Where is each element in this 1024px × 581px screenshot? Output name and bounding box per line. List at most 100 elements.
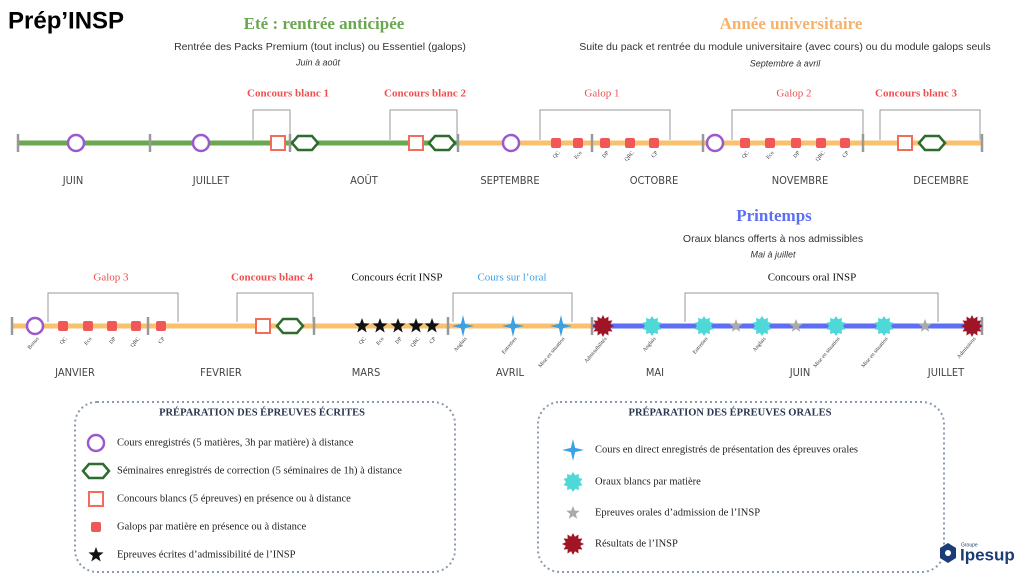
month-label: OCTOBRE (630, 174, 678, 187)
galop-marker (91, 522, 101, 532)
month-label: MAI (646, 366, 664, 379)
small-label: QC (59, 336, 69, 346)
galop-marker (816, 138, 826, 148)
legend-title: PRÉPARATION DES ÉPREUVES ÉCRITES (159, 406, 365, 418)
small-label: Entretien (692, 336, 710, 355)
small-label: QRC (130, 336, 142, 349)
mock-exam-marker (255, 318, 271, 334)
result-marker (592, 315, 614, 337)
seminar-marker (275, 317, 305, 335)
mock-exam-marker (897, 135, 913, 151)
course-marker (705, 133, 725, 153)
mock-oral-marker (874, 316, 894, 336)
small-label: Mise en situation (813, 336, 842, 369)
oral-course-marker (502, 315, 524, 337)
period-dates: Juin à août (295, 57, 341, 67)
legend-item: Epreuves écrites d’admissibilité de l’IN… (117, 549, 296, 560)
small-label: Mise en situation (861, 336, 890, 369)
legend-item: Epreuves orales d’admission de l’INSP (595, 507, 760, 518)
page-title: Prép’INSP (8, 7, 124, 34)
period-subtitle: Suite du pack et rentrée du module unive… (579, 41, 990, 53)
seminar-marker (917, 134, 947, 152)
group-bracket (539, 109, 671, 140)
group-bracket (879, 109, 981, 140)
period-title: Printemps (736, 206, 812, 225)
mock-exam-marker (88, 491, 104, 507)
galop-marker (600, 138, 610, 148)
galop-marker (156, 321, 166, 331)
mock-oral-marker (752, 316, 772, 336)
seminar-marker (290, 134, 320, 152)
logo-group: Groupe (961, 542, 978, 548)
written-exam-marker (408, 318, 424, 333)
group-bracket (684, 292, 939, 322)
small-label: CP (158, 336, 167, 345)
group-label: Concours écrit INSP (351, 272, 442, 284)
period-dates: Mai à juillet (750, 249, 796, 259)
month-label: AVRIL (496, 366, 525, 379)
group-bracket (252, 109, 291, 140)
galop-marker (573, 138, 583, 148)
small-label: Bonus (27, 336, 41, 351)
group-label: Cours sur l’oral (477, 272, 546, 284)
small-label: Mise en situation (538, 336, 567, 369)
oral-course-marker (550, 315, 572, 337)
logo-icon (945, 550, 951, 556)
small-label: DP (394, 336, 403, 345)
galop-marker (840, 138, 850, 148)
galop-marker (58, 321, 68, 331)
period-title: Année universitaire (720, 14, 863, 33)
month-label: AOÛT (350, 174, 379, 187)
mock-exam-marker (270, 135, 286, 151)
written-exam-marker (424, 318, 440, 333)
small-label: DP (601, 150, 610, 159)
galop-marker (740, 138, 750, 148)
month-label: JUIN (789, 366, 810, 379)
written-exam-marker (372, 318, 388, 333)
small-label: DP (108, 336, 117, 345)
galop-marker (107, 321, 117, 331)
month-label: DECEMBRE (913, 174, 969, 187)
legend-item: Séminaires enregistrés de correction (5 … (117, 465, 402, 476)
month-label: JUILLET (192, 174, 230, 187)
galop-marker (649, 138, 659, 148)
seminar-marker (81, 462, 111, 480)
group-bracket (389, 109, 458, 140)
month-label: SEPTEMBRE (480, 174, 539, 187)
galop-marker (625, 138, 635, 148)
oral-course-marker (452, 315, 474, 337)
month-label: NOVEMBRE (772, 174, 828, 187)
oral-exam-marker (789, 319, 803, 332)
small-label: QRC (815, 150, 827, 163)
group-bracket (731, 109, 864, 140)
course-marker (501, 133, 521, 153)
month-label: MARS (352, 366, 380, 379)
legend-item: Concours blancs (5 épreuves) en présence… (117, 493, 351, 504)
group-label: Galop 1 (584, 88, 619, 100)
period-dates: Septembre à avril (750, 58, 822, 68)
small-label: QC (358, 336, 368, 346)
group-bracket (236, 292, 314, 322)
galop-marker (551, 138, 561, 148)
result-marker (562, 533, 584, 555)
small-label: DP (792, 150, 801, 159)
small-label: CP (429, 336, 438, 345)
oral-exam-marker (566, 506, 580, 519)
small-label: QC (552, 150, 562, 160)
small-label: Admissions (956, 336, 977, 360)
month-label: FEVRIER (200, 366, 242, 379)
small-label: Eco (83, 336, 93, 347)
course-marker (66, 133, 86, 153)
mock-oral-marker (826, 316, 846, 336)
group-label: Concours blanc 4 (231, 272, 313, 284)
small-label: Eco (765, 150, 775, 161)
mock-oral-marker (694, 316, 714, 336)
small-label: Eco (375, 336, 385, 347)
small-label: CP (842, 150, 851, 159)
small-label: QRC (624, 150, 636, 163)
legend-title: PRÉPARATION DES ÉPREUVES ORALES (629, 406, 832, 418)
galop-marker (83, 321, 93, 331)
mock-oral-marker (642, 316, 662, 336)
small-label: CP (651, 150, 660, 159)
written-exam-marker (88, 547, 104, 562)
